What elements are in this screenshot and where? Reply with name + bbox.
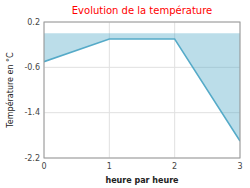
x-grid-line <box>174 22 175 158</box>
area <box>44 33 240 141</box>
chart: 0.2 -0.6 -1.4 -2.20 1 2 3 Evolution de la tempé… <box>0 0 250 188</box>
y-tick-label: -0.6 <box>24 63 40 72</box>
title: Evolution de la température <box>72 5 212 16</box>
x-tick-label: 3 <box>237 162 242 171</box>
y-grid-line <box>44 112 240 113</box>
x-tick-label: 0 <box>41 162 46 171</box>
y-tick-label: 0.2 <box>27 18 40 27</box>
x-tick-label: 2 <box>172 162 177 171</box>
y-tick-label: -2.2 <box>24 154 40 163</box>
x-grid-line <box>109 22 110 158</box>
plot-frame <box>44 22 240 158</box>
y-axis-label: Température en °C <box>5 52 15 129</box>
plot-area <box>44 33 240 141</box>
y-tick-label: -1.4 <box>24 108 40 117</box>
x-tick-label: 1 <box>107 162 112 171</box>
grid <box>44 22 240 158</box>
line <box>44 39 240 141</box>
x-axis-label: heure par heure <box>105 176 179 185</box>
